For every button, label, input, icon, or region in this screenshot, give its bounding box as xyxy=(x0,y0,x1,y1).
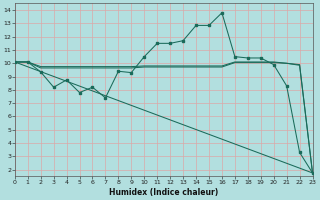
X-axis label: Humidex (Indice chaleur): Humidex (Indice chaleur) xyxy=(109,188,218,197)
